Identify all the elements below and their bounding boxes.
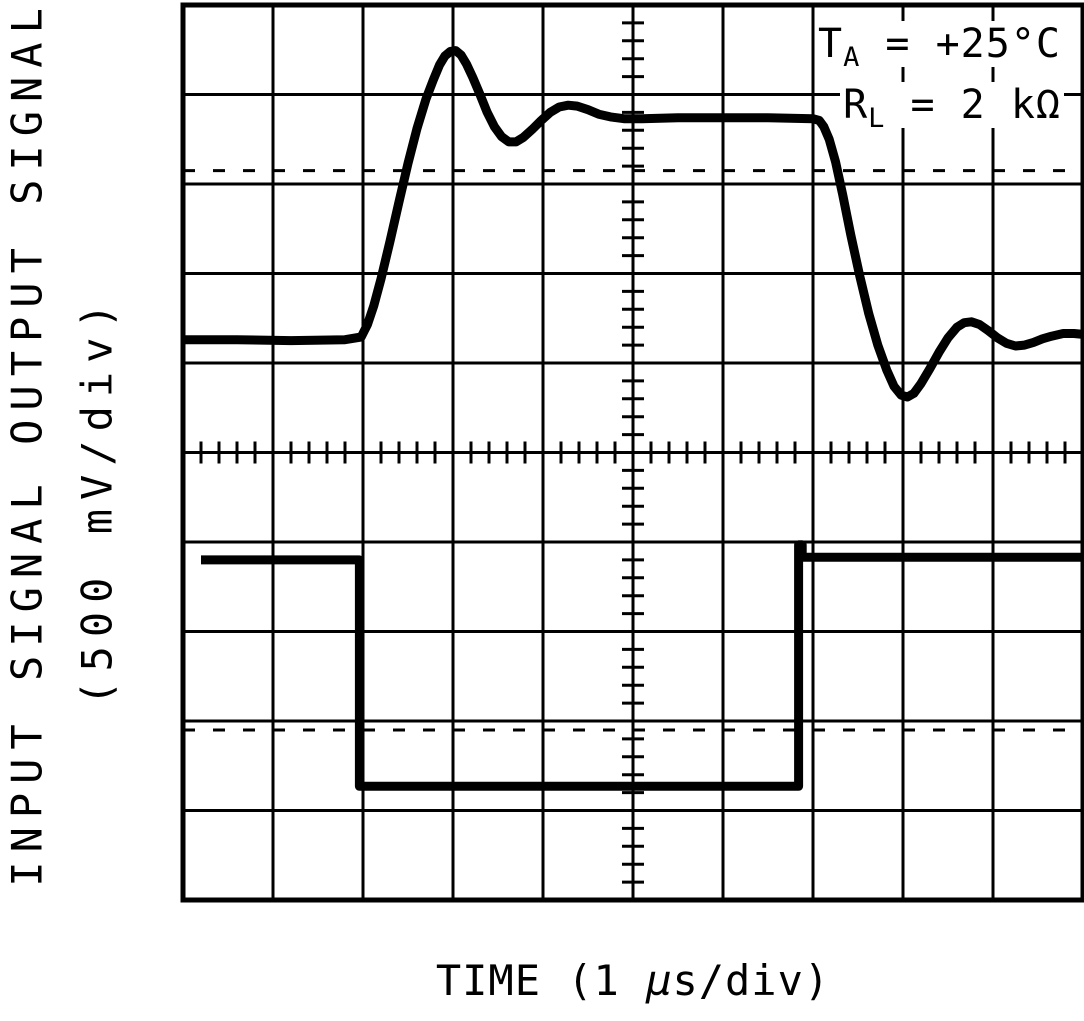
load-value: = 2 kΩ — [885, 82, 1061, 128]
oscilloscope-plot — [180, 2, 1084, 903]
test-conditions: TA = +25°C RL = 2 kΩ — [814, 16, 1064, 138]
time-axis-label: TIME (1 µs/div) — [436, 956, 830, 1005]
time-axis-label-post: s/div) — [672, 956, 831, 1005]
y-axis-scale-label: (500 mV/div) — [72, 294, 122, 706]
temperature-condition: TA = +25°C — [814, 16, 1064, 77]
trace-output-signal — [183, 46, 1084, 402]
trace-input-signal — [201, 540, 1083, 791]
load-condition: RL = 2 kΩ — [815, 77, 1064, 138]
load-subscript: L — [868, 103, 886, 134]
micro-symbol: µ — [646, 956, 673, 1005]
time-axis-label-pre: TIME (1 — [435, 956, 647, 1005]
temperature-subscript: A — [843, 42, 861, 73]
load-symbol: R — [843, 82, 869, 128]
temperature-value: = +25°C — [860, 21, 1061, 67]
input-signal-axis-label: INPUT SIGNAL — [2, 475, 52, 887]
output-signal-axis-label: OUTPUT SIGNAL — [2, 0, 52, 445]
temperature-symbol: T — [817, 21, 844, 67]
